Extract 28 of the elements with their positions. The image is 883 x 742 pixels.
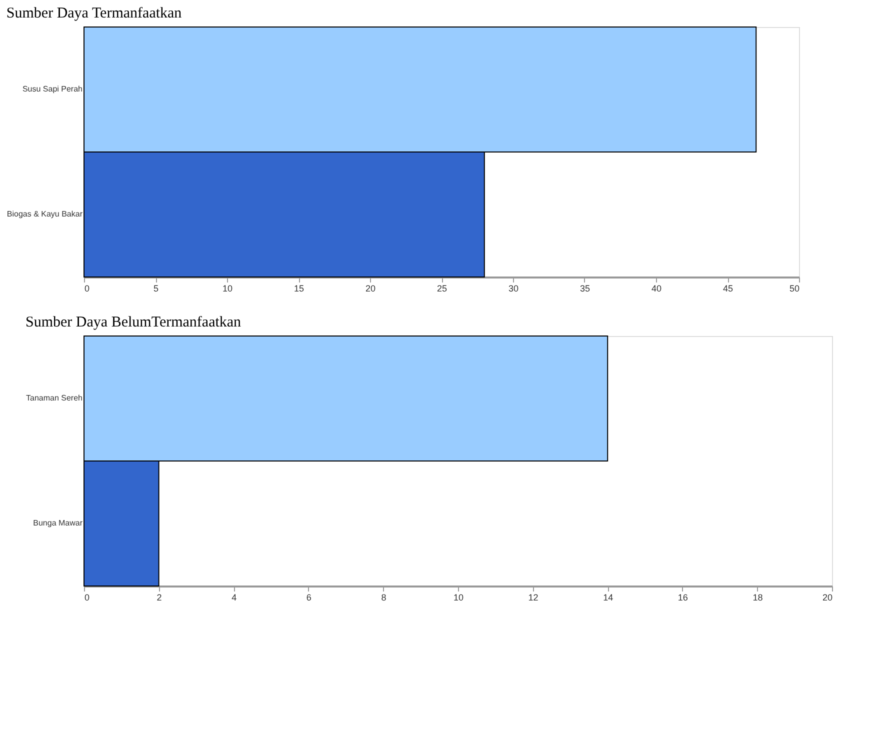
chart-title: Sumber Daya BelumTermanfaatkan [26,314,242,330]
x-tick-label: 35 [580,284,590,294]
x-tick-label: 5 [153,284,159,294]
x-tick-label: 14 [603,592,614,602]
x-tick-label: 15 [294,284,304,294]
x-tick-label: 4 [232,592,237,602]
y-tick-label: Tanaman Sereh [26,394,82,402]
x-tick-label: 2 [156,592,162,602]
x-tick-label: 25 [436,284,448,294]
y-tick-label: Susu Sapi Perah [22,84,82,94]
x-tick-label: 6 [306,592,312,602]
x-tick-label: 10 [453,592,464,602]
x-tick-label: 40 [651,284,662,294]
x-tick-label: 10 [222,284,233,294]
x-tick-label: 16 [678,592,688,602]
x-tick-label: 0 [84,284,90,294]
x-tick-label: 50 [789,284,800,294]
x-tick-label: 12 [528,592,538,602]
x-tick-label: 18 [752,592,763,602]
chart-title: Sumber Daya Termanfaatkan [6,6,182,22]
x-tick-label: 20 [822,592,832,602]
x-tick-label: 8 [381,592,386,602]
y-tick-label: Biogas & Kayu Bakar [6,210,83,218]
y-tick-label: Bunga Mawar [33,518,83,528]
x-tick-label: 45 [722,284,734,294]
x-tick-label: 20 [365,284,376,294]
x-tick-label: 0 [84,592,90,602]
x-tick-label: 30 [508,284,519,294]
